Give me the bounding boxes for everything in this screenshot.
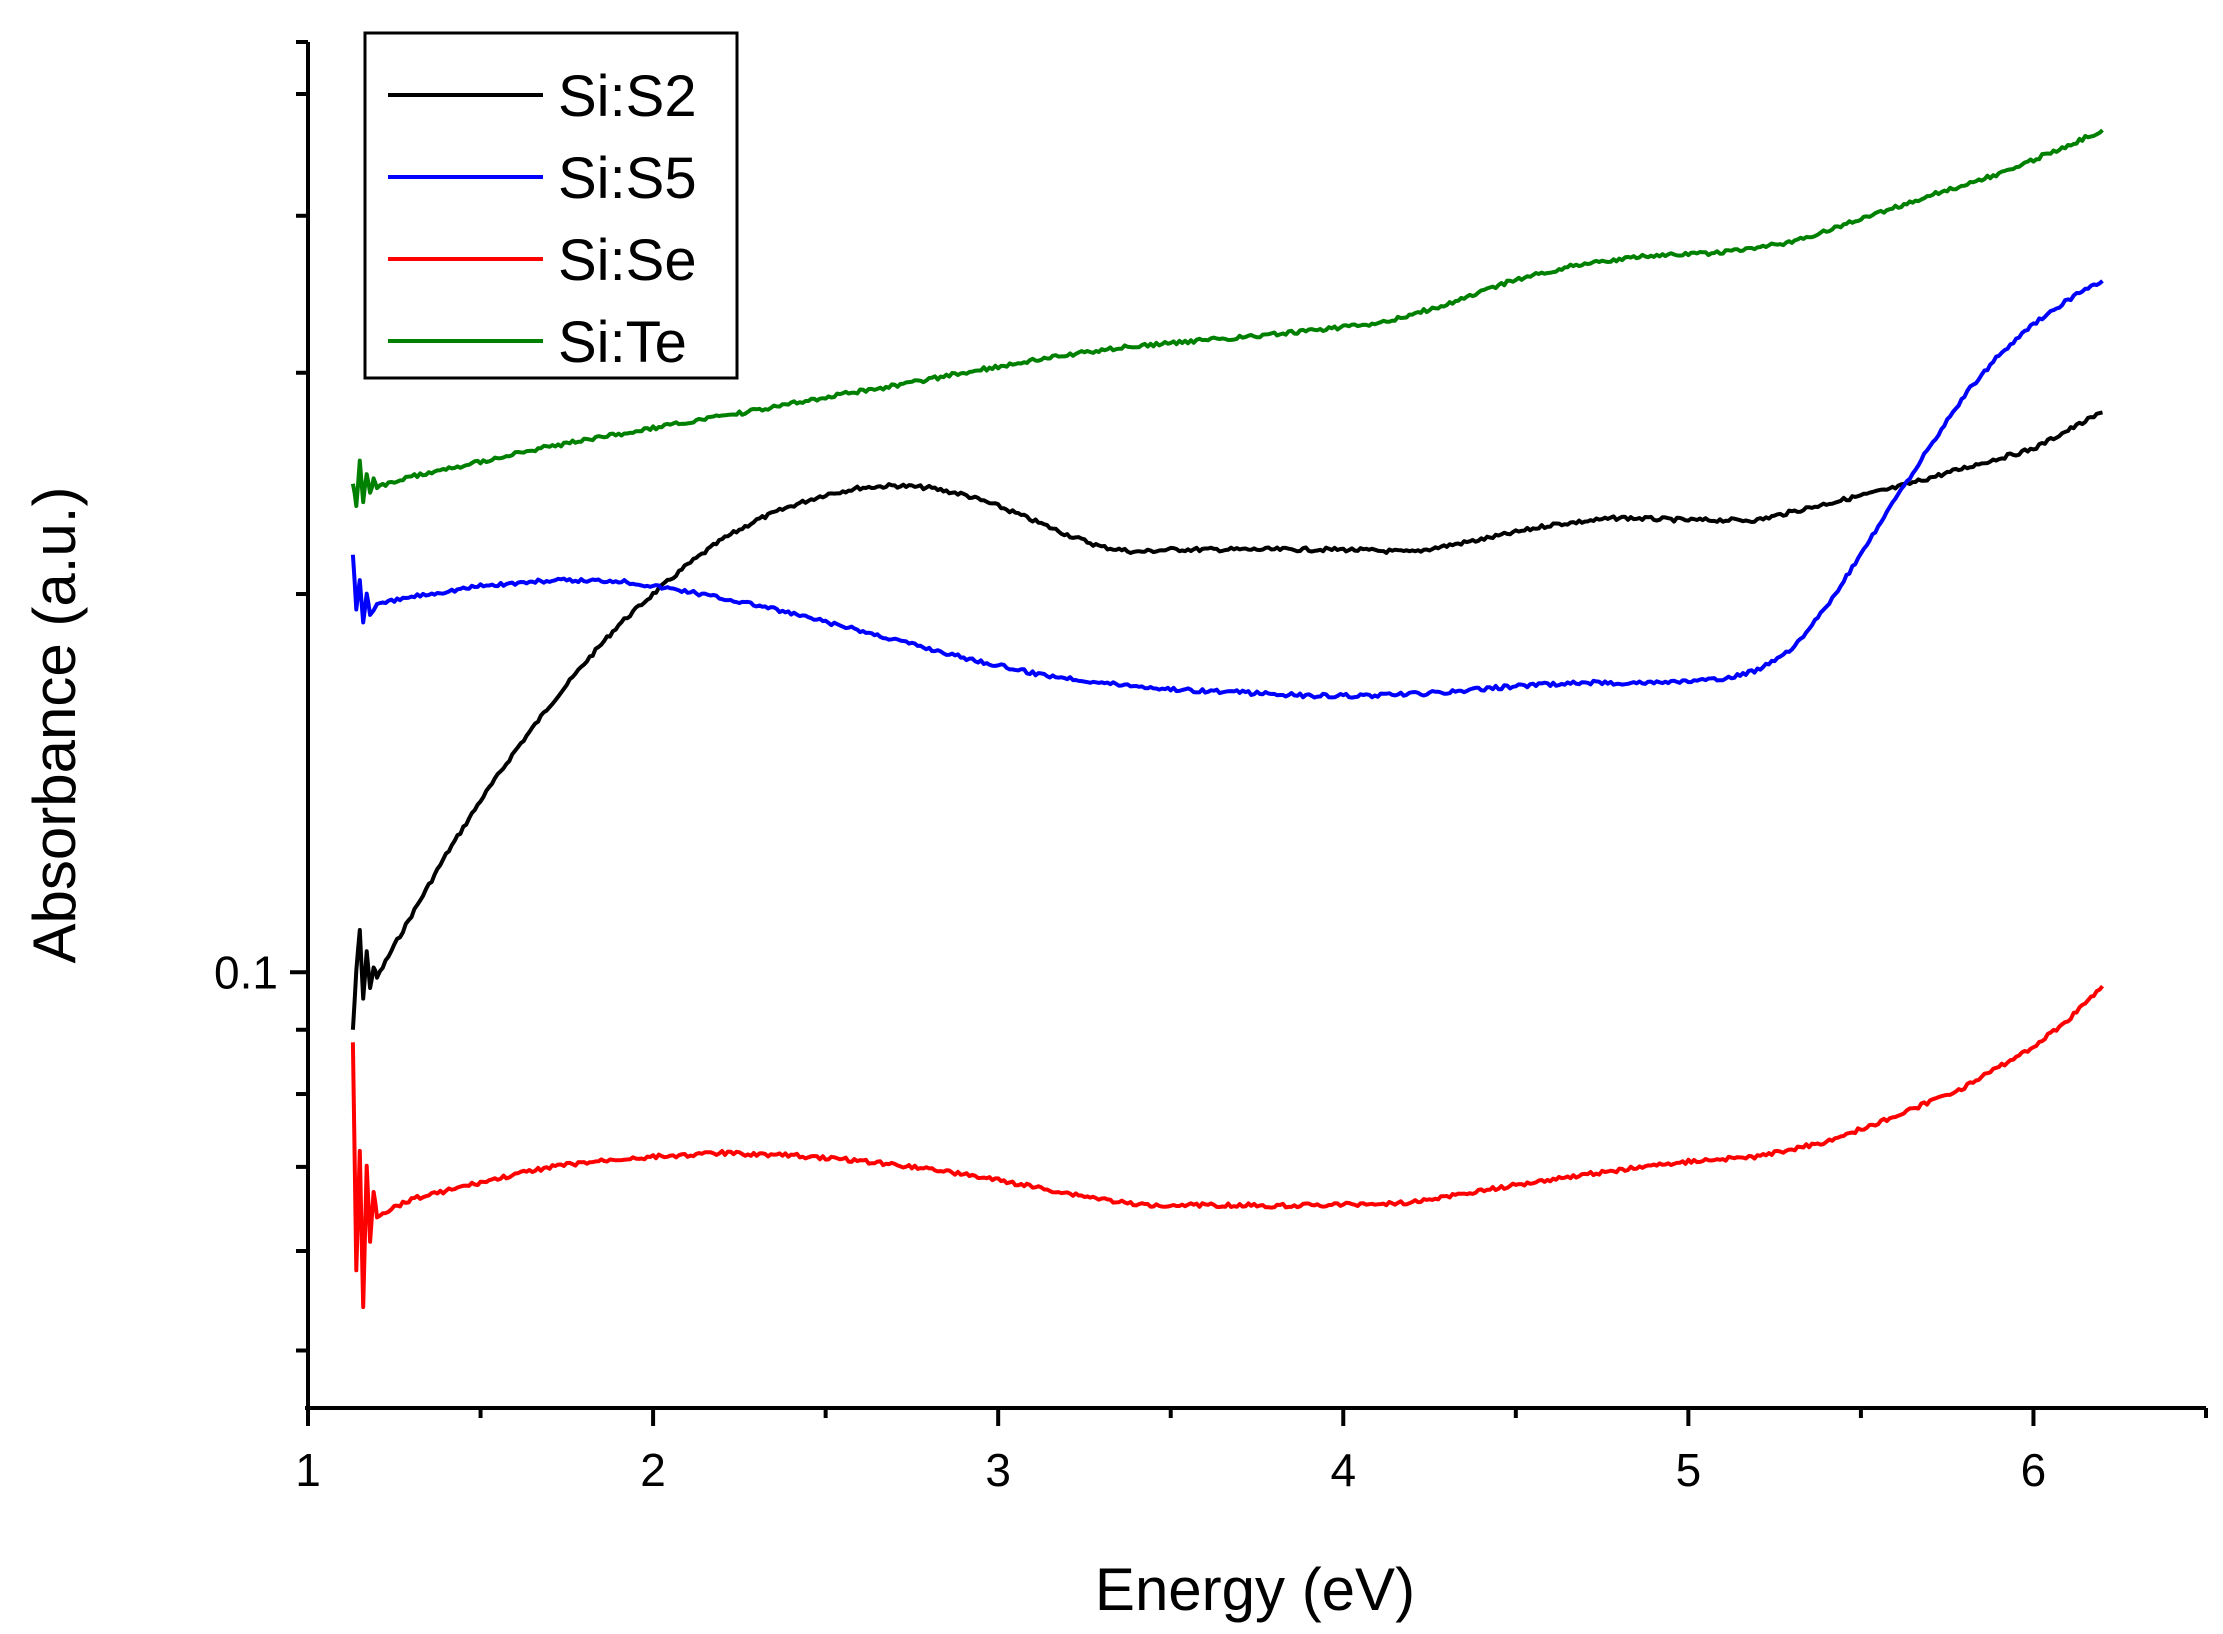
y-axis-title: Absorbance (a.u.) — [21, 487, 88, 964]
x-tick-label: 5 — [1676, 1444, 1702, 1496]
legend-label: Si:S5 — [558, 146, 697, 211]
x-axis-title: Energy (eV) — [1095, 1556, 1415, 1623]
ticks-layer: 1 2 3 4 5 6 0.1 — [214, 40, 2208, 1496]
x-tick-label: 4 — [1330, 1444, 1356, 1496]
legend-items: Si:S2 Si:S5 Si:Se Si:Te — [388, 64, 697, 375]
legend: Si:S2 Si:S5 Si:Se Si:Te — [363, 31, 739, 380]
x-tick-label: 1 — [295, 1444, 321, 1496]
legend-label: Si:S2 — [558, 64, 697, 129]
legend-label: Si:Te — [558, 310, 687, 375]
y-tick-label: 0.1 — [214, 946, 278, 998]
axes-layer — [305, 42, 2206, 1410]
series-line-si-s5 — [350, 279, 2104, 700]
series-layer — [350, 128, 2105, 1310]
x-tick-label: 6 — [2021, 1444, 2047, 1496]
series-line-si-se — [350, 984, 2105, 1310]
legend-box — [363, 31, 739, 380]
x-tick-label: 3 — [985, 1444, 1011, 1496]
x-tick-label: 2 — [640, 1444, 666, 1496]
legend-label: Si:Se — [558, 228, 697, 293]
series-line-si-te — [350, 128, 2104, 508]
series-line-si-s2 — [350, 410, 2103, 1030]
